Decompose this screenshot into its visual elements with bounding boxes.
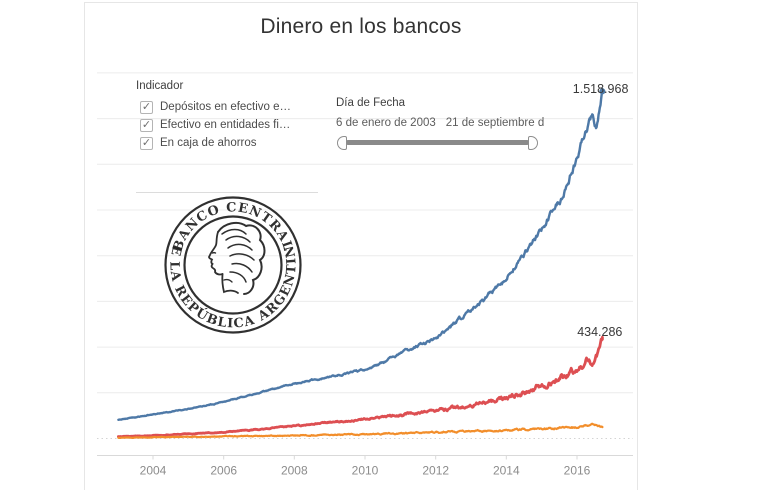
slider-handle-end[interactable]: [528, 136, 538, 150]
date-range-labels: 6 de enero de 2003 21 de septiembre d: [336, 117, 551, 129]
banco-central-logo: · BANCO CENTRAL · DE LA REPÚBLICA ARGENT…: [158, 190, 302, 334]
page-title: Dinero en los bancos: [260, 15, 462, 38]
legend-item-label: En caja de ahorros: [160, 137, 257, 149]
logo-outer-circle: [164, 196, 302, 334]
x-axis-tick-label: 2014: [493, 464, 520, 478]
date-slider: [336, 135, 551, 155]
series-line-2[interactable]: [117, 422, 604, 439]
slider-track[interactable]: [346, 140, 529, 145]
series-line-0[interactable]: [117, 87, 604, 421]
series-end-value-label: 1.518.968: [573, 82, 629, 96]
date-filter: Día de Fecha 6 de enero de 2003 21 de se…: [336, 97, 551, 155]
x-axis-tick-label: 2004: [140, 464, 167, 478]
x-axis-tick-label: 2008: [281, 464, 308, 478]
series-end-dot[interactable]: [599, 88, 606, 95]
indicator-legend: Indicador ✓ Depósitos en efectivo e… ✓ E…: [136, 80, 291, 152]
date-range-start: 6 de enero de 2003: [336, 117, 436, 129]
legend-title: Indicador: [136, 80, 184, 92]
legend-item-label: Depósitos en efectivo e…: [160, 101, 292, 113]
x-axis-tick-label: 2006: [210, 464, 237, 478]
dashboard-left-border: [84, 2, 85, 490]
dashboard-top-border: [84, 2, 638, 3]
slider-handle-start[interactable]: [337, 136, 347, 150]
logo-inner-circle: [183, 215, 283, 315]
checkbox-checked-icon[interactable]: ✓: [140, 136, 153, 150]
liberty-profile-icon: [208, 221, 266, 295]
x-axis-tick-label: 2016: [564, 464, 591, 478]
series-end-value-label: 434.286: [577, 325, 622, 339]
legend-divider: [136, 192, 318, 193]
legend-item-caja-ahorros[interactable]: ✓ En caja de ahorros: [136, 134, 291, 152]
legend-item-efectivo[interactable]: ✓ Efectivo en entidades fi…: [136, 116, 291, 134]
x-axis-tick-label: 2010: [352, 464, 379, 478]
checkbox-checked-icon[interactable]: ✓: [140, 100, 153, 114]
dashboard-right-border: [637, 2, 638, 490]
x-axis-tick-label: 2012: [422, 464, 449, 478]
series-line-1[interactable]: [117, 335, 604, 439]
logo-top-arc-text: · BANCO CENTRAL ·: [158, 190, 296, 253]
date-filter-title: Día de Fecha: [336, 97, 406, 109]
legend-item-label: Efectivo en entidades fi…: [160, 119, 291, 131]
legend-item-depositos[interactable]: ✓ Depósitos en efectivo e…: [136, 98, 291, 116]
date-range-end: 21 de septiembre d: [445, 117, 545, 129]
checkbox-checked-icon[interactable]: ✓: [140, 118, 153, 132]
